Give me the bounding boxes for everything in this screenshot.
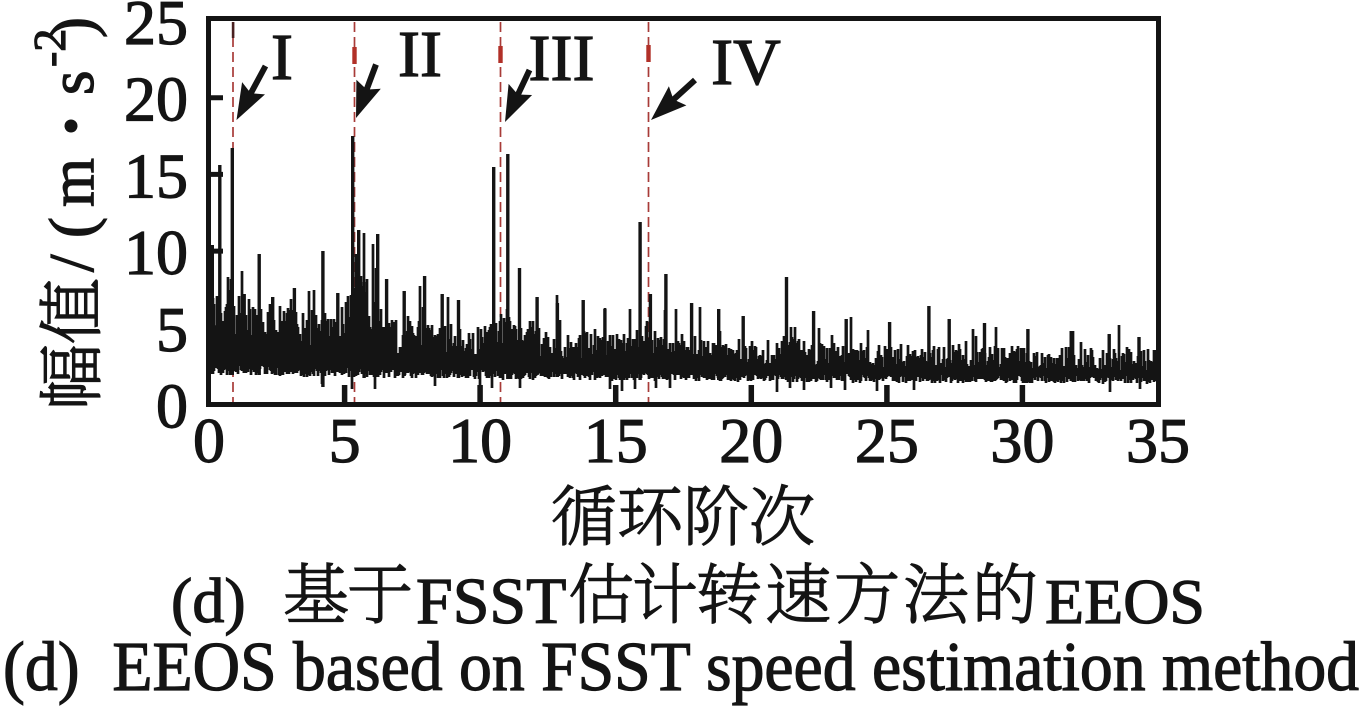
svg-text:25: 25 — [855, 405, 919, 476]
svg-text:FSST: FSST — [416, 565, 566, 638]
svg-text:): ) — [37, 17, 107, 38]
svg-text:10: 10 — [448, 405, 512, 476]
svg-text:30: 30 — [990, 405, 1054, 476]
svg-text:0: 0 — [193, 405, 225, 476]
svg-text:(: ( — [37, 217, 107, 238]
svg-text:III: III — [529, 22, 595, 95]
svg-text:EEOS: EEOS — [1045, 566, 1205, 637]
svg-text:35: 35 — [1126, 405, 1190, 476]
svg-text:15: 15 — [124, 140, 188, 211]
svg-text:15: 15 — [584, 405, 648, 476]
svg-text:I: I — [271, 21, 293, 94]
svg-text:IV: IV — [711, 26, 781, 99]
svg-text:s: s — [37, 70, 107, 95]
svg-text:/: / — [37, 254, 107, 272]
svg-text:m: m — [37, 158, 107, 207]
svg-text:(d) EEOS based on FSST speed e: (d) EEOS based on FSST speed estimation … — [3, 629, 1359, 706]
svg-text:20: 20 — [124, 64, 188, 135]
svg-text:5: 5 — [156, 294, 188, 365]
svg-text:10: 10 — [124, 217, 188, 288]
svg-text:II: II — [398, 18, 442, 91]
svg-text:0: 0 — [156, 371, 188, 442]
svg-text:25: 25 — [124, 0, 188, 58]
svg-text:-2: -2 — [24, 29, 75, 67]
svg-text:5: 5 — [329, 405, 361, 476]
svg-text:20: 20 — [719, 405, 783, 476]
svg-text:(d): (d) — [171, 565, 246, 636]
